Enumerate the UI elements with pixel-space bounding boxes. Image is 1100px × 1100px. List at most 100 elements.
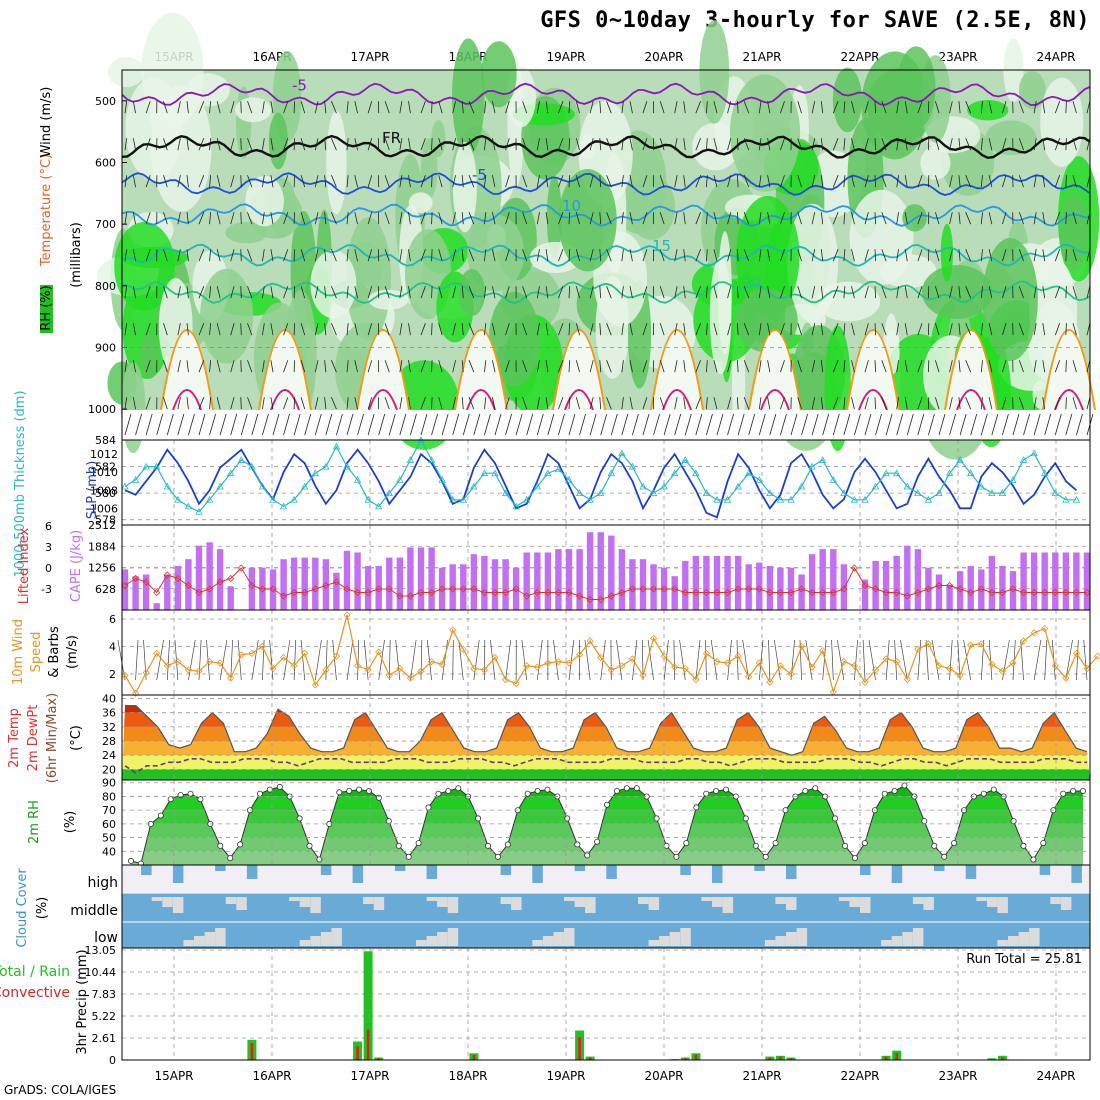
thickness-marker (935, 489, 943, 497)
thickness-marker (988, 489, 996, 497)
cape-bar (935, 574, 943, 610)
wind-barb (314, 138, 319, 151)
cape-bar (597, 532, 604, 610)
lifted-index-marker (988, 588, 996, 597)
lifted-index-marker (850, 564, 858, 572)
wind-barb (251, 639, 259, 681)
wind-barb (832, 286, 839, 299)
wind-barb (695, 212, 701, 225)
wind-barb (904, 286, 908, 299)
y-tick-label: 2 (109, 668, 116, 681)
rh-blob (627, 175, 676, 240)
wind-speed-marker (692, 675, 700, 684)
cape-bar (269, 569, 277, 610)
wind-barb (395, 639, 401, 681)
rh-blob (326, 110, 347, 215)
wind-barb (832, 101, 839, 114)
rh-blob (140, 332, 159, 379)
wind-barb (935, 138, 940, 151)
wind-barb (1018, 175, 1024, 188)
wind-barb (917, 413, 925, 436)
wind-barb (737, 138, 739, 151)
hot-dome (270, 389, 300, 411)
wind-barb (864, 101, 869, 114)
lifted-index-marker (301, 588, 309, 597)
wind-barb (240, 413, 248, 436)
rh-marker (941, 853, 948, 860)
wind-barb (599, 138, 602, 151)
y-tick-label: 80 (102, 790, 116, 803)
wind-barb (270, 249, 274, 262)
wind-barb (505, 138, 510, 151)
mid-cloud-gap (162, 897, 173, 907)
lifted-index-marker (1009, 585, 1017, 593)
high-cloud-bar (172, 865, 184, 883)
wind-barb (270, 212, 274, 225)
wind-barb (558, 175, 564, 188)
y-tick-label: 500 (95, 95, 116, 108)
wind-barb (367, 212, 373, 225)
wind-barb (545, 175, 549, 188)
lifted-index-marker (332, 578, 340, 586)
wind-barb (854, 413, 861, 436)
cape-bar (618, 549, 626, 610)
wind-barb (1086, 138, 1091, 151)
wind-barb (300, 175, 306, 188)
wind-barb (186, 286, 189, 299)
wind-barb (758, 249, 762, 262)
wind-barb (209, 138, 211, 151)
y-tick-label: 2512 (88, 519, 116, 532)
wind-barb (431, 286, 433, 299)
wind-barb (354, 175, 358, 188)
wind-barb (683, 175, 686, 188)
thickness-marker (205, 495, 214, 503)
wind-barb (283, 413, 290, 436)
wind-speed-marker (206, 658, 214, 666)
wind-barb (1065, 138, 1067, 151)
wind-barb (300, 212, 306, 225)
warm-dome (846, 329, 900, 411)
wind-speed-marker (998, 667, 1006, 675)
wind-barb (797, 101, 802, 114)
wind-barb (727, 360, 732, 373)
wind-speed-marker (311, 681, 319, 689)
wind-barb (384, 175, 390, 188)
thickness-marker (121, 482, 129, 490)
y-tick-label: 800 (95, 280, 116, 293)
wind-speed-marker (290, 662, 298, 670)
wind-speed-marker (967, 641, 975, 649)
wind-barb (410, 413, 417, 436)
wind-barb (135, 639, 139, 681)
wind-barb (864, 286, 869, 299)
wind-barb (558, 360, 564, 373)
wind-barb (820, 212, 824, 225)
wind-barb (420, 360, 426, 373)
wind-barb (186, 249, 189, 262)
wind-speed-marker (724, 659, 732, 667)
wind-barb (695, 101, 701, 114)
wind-barb (621, 101, 624, 114)
wind-barb (1018, 286, 1024, 299)
wind-barb (145, 101, 151, 114)
rh-blob (480, 41, 517, 108)
cape-bar (1062, 552, 1070, 610)
wind-barb (262, 639, 265, 681)
wind-barb (864, 360, 869, 373)
wind-barb (727, 323, 732, 336)
high-cloud-bar (426, 865, 438, 879)
wind-barb (132, 101, 136, 114)
cape-bar (333, 572, 340, 610)
wind-barb (492, 212, 496, 225)
thickness-marker (163, 482, 171, 490)
wind-barb (484, 138, 487, 151)
rh-marker (534, 788, 541, 795)
low-cloud-gap (786, 932, 797, 946)
wind-barb (1002, 397, 1007, 410)
thickness-marker (1041, 469, 1049, 477)
wind-barb (684, 413, 692, 436)
wind-barb (461, 212, 464, 225)
wind-barb (589, 101, 594, 114)
rh-blob (452, 142, 477, 233)
date-label: 22APR (840, 50, 879, 64)
wind-speed-marker (776, 662, 784, 670)
